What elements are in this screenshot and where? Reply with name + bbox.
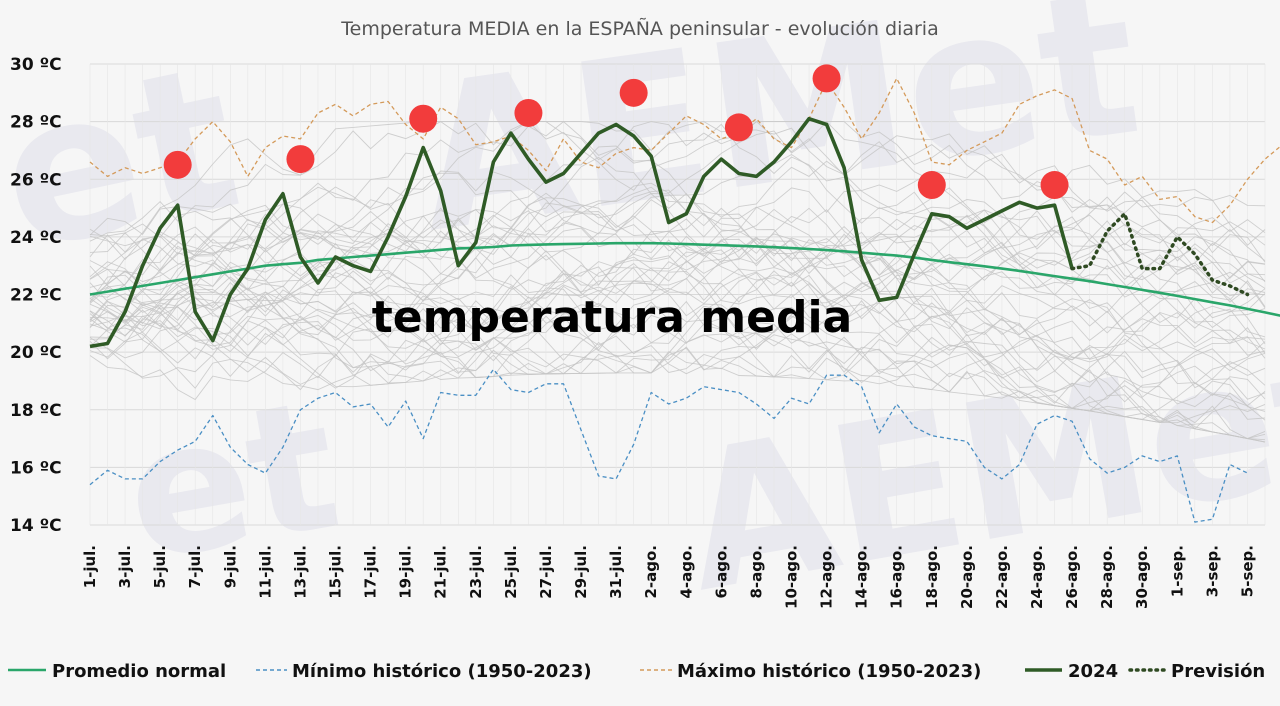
y-tick-label: 20 ºC: [10, 343, 62, 363]
y-tick-label: 30 ºC: [10, 55, 62, 75]
y-axis-ticks: 14 ºC 16 ºC 18 ºC 20 ºC 22 ºC 24 ºC 26 ºC 28 ºC…: [10, 55, 62, 536]
x-tick-label: 8-ago.: [747, 545, 765, 599]
record-marker: [409, 104, 438, 133]
x-tick-label: 11-jul.: [256, 545, 274, 599]
legend-label: Promedio normal: [52, 661, 226, 682]
series-line-m-ximo-hist-rico-1950-2023-: [89, 77, 1280, 224]
historical-year-line: [89, 242, 1266, 420]
x-tick-label: 9-jul.: [221, 545, 239, 588]
y-tick-label: 18 ºC: [10, 401, 62, 421]
x-tick-label: 27-jul.: [537, 545, 555, 599]
x-tick-label: 24-ago.: [1028, 545, 1046, 609]
historical-year-line: [89, 153, 1266, 369]
record-marker: [619, 78, 648, 107]
historical-year-line: [89, 222, 1266, 404]
y-tick-label: 22 ºC: [10, 286, 62, 306]
record-marker: [514, 98, 543, 127]
legend-label: Mínimo histórico (1950-2023): [292, 661, 592, 682]
x-tick-label: 22-ago.: [993, 545, 1011, 609]
x-tick-label: 7-jul.: [186, 545, 204, 588]
historical-year-line: [89, 219, 1266, 359]
historical-year-line: [89, 270, 1266, 401]
x-tick-label: 3-sep.: [1203, 545, 1221, 597]
x-tick-label: 5-jul.: [151, 545, 169, 588]
historical-year-line: [89, 214, 1266, 338]
historical-year-line: [89, 242, 1266, 383]
y-tick-label: 14 ºC: [10, 516, 62, 536]
x-axis-ticks: 1-jul. 3-jul. 5-jul. 7-jul. 9-jul. 11-jul. 13-…: [81, 545, 1256, 609]
chart-title: Temperatura MEDIA en la ESPAÑA peninsula…: [340, 17, 938, 40]
x-tick-label: 3-jul.: [116, 545, 134, 588]
historical-year-line: [89, 227, 1266, 333]
grid: [89, 63, 1266, 526]
record-marker: [812, 64, 841, 93]
historical-year-line: [89, 121, 1266, 262]
historical-year-line: [89, 210, 1266, 333]
x-tick-label: 14-ago.: [853, 545, 871, 609]
historical-year-line: [89, 306, 1266, 440]
record-markers: [163, 64, 1069, 200]
x-tick-label: 12-ago.: [818, 545, 836, 609]
x-tick-label: 5-sep.: [1238, 545, 1256, 597]
historical-year-line: [89, 206, 1266, 338]
legend-label: Máximo histórico (1950-2023): [677, 661, 981, 682]
x-tick-label: 19-jul.: [397, 545, 415, 599]
x-tick-label: 31-jul.: [607, 545, 625, 599]
record-marker: [163, 150, 192, 179]
x-tick-label: 15-jul.: [327, 545, 345, 599]
y-tick-label: 16 ºC: [10, 458, 62, 478]
svg-text:et: et: [111, 360, 352, 602]
historical-year-line: [89, 238, 1266, 363]
record-marker: [286, 145, 315, 174]
temperatura-media-annotation: temperatura media: [372, 292, 852, 343]
y-tick-label: 28 ºC: [10, 113, 62, 133]
x-tick-label: 21-jul.: [432, 545, 450, 599]
x-tick-label: 16-ago.: [888, 545, 906, 609]
x-tick-label: 25-jul.: [502, 545, 520, 599]
record-marker: [724, 113, 753, 142]
historical-year-line: [89, 259, 1266, 389]
x-tick-label: 29-jul.: [572, 545, 590, 599]
historical-year-line: [89, 121, 1266, 261]
historical-year-line: [89, 270, 1266, 385]
y-tick-label: 24 ºC: [10, 228, 62, 248]
historical-year-line: [89, 120, 1266, 251]
historical-year-line: [89, 156, 1266, 372]
x-tick-label: 18-ago.: [923, 545, 941, 609]
x-tick-label: 6-ago.: [712, 545, 730, 599]
historical-year-line: [89, 266, 1266, 379]
x-tick-label: 2-ago.: [642, 545, 660, 599]
historical-year-line: [89, 199, 1266, 443]
historical-years-lines: [89, 120, 1266, 443]
x-tick-label: 13-jul.: [291, 545, 309, 599]
historical-year-line: [89, 120, 1266, 420]
record-marker: [917, 171, 946, 200]
legend-label: 2024: [1068, 661, 1118, 682]
x-tick-label: 20-ago.: [958, 545, 976, 609]
series-line-2024: [89, 116, 1074, 349]
historical-year-line: [89, 213, 1266, 377]
series-layer: [89, 77, 1280, 523]
x-tick-label: 28-ago.: [1098, 545, 1116, 609]
legend-label: Previsión: [1171, 661, 1265, 682]
historical-year-line: [89, 153, 1266, 360]
x-tick-label: 1-jul.: [81, 545, 99, 588]
x-tick-label: 23-jul.: [467, 545, 485, 599]
x-tick-label: 4-ago.: [677, 545, 695, 599]
historical-year-line: [89, 260, 1266, 403]
y-tick-label: 26 ºC: [10, 170, 62, 190]
historical-year-line: [89, 272, 1266, 430]
series-line-previsi-n: [1070, 212, 1250, 297]
series-line-m-nimo-hist-rico-1950-2023-: [89, 368, 1248, 523]
legend: Promedio normal Mínimo histórico (1950-20…: [8, 661, 1265, 682]
x-tick-label: 10-ago.: [782, 545, 800, 609]
x-tick-label: 26-ago.: [1063, 545, 1081, 609]
record-marker: [1040, 171, 1069, 200]
x-tick-label: 1-sep.: [1168, 545, 1186, 597]
x-tick-label: 17-jul.: [362, 545, 380, 599]
x-tick-label: 30-ago.: [1133, 545, 1151, 609]
series-line-promedio-normal: [89, 241, 1280, 317]
